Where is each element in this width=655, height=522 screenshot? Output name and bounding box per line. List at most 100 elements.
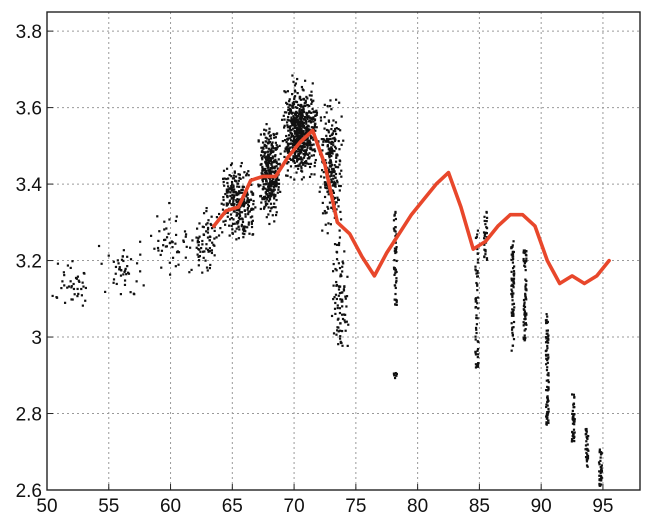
scatter-point bbox=[546, 340, 549, 343]
scatter-point bbox=[303, 145, 306, 148]
scatter-point bbox=[245, 195, 248, 198]
scatter-point bbox=[335, 156, 338, 159]
scatter-point bbox=[291, 102, 294, 105]
scatter-point bbox=[570, 438, 574, 441]
scatter-point bbox=[276, 191, 279, 194]
scatter-point bbox=[337, 243, 341, 247]
scatter-point bbox=[475, 323, 479, 326]
scatter-point bbox=[336, 304, 339, 307]
scatter-point bbox=[308, 128, 311, 131]
scatter-point bbox=[326, 190, 329, 193]
scatter-point bbox=[301, 135, 304, 138]
scatter-point bbox=[241, 220, 245, 224]
x-tick-label: 50 bbox=[36, 496, 57, 517]
scatter-point bbox=[393, 214, 396, 217]
scatter-point bbox=[573, 423, 576, 426]
scatter-point bbox=[300, 125, 303, 128]
scatter-point bbox=[512, 277, 516, 280]
scatter-point bbox=[301, 158, 304, 161]
scatter-point bbox=[525, 259, 528, 263]
scatter-point bbox=[257, 183, 260, 186]
scatter-point bbox=[237, 179, 240, 182]
scatter-point bbox=[395, 251, 398, 254]
scatter-point bbox=[303, 154, 306, 157]
scatter-point bbox=[544, 349, 547, 353]
scatter-point bbox=[307, 141, 310, 145]
scatter-point bbox=[335, 243, 339, 246]
scatter-point bbox=[288, 100, 291, 103]
scatter-point bbox=[305, 114, 308, 117]
scatter-point bbox=[268, 198, 272, 201]
scatter-point bbox=[222, 196, 225, 199]
scatter-point bbox=[245, 174, 248, 177]
scatter-point bbox=[271, 141, 274, 144]
scatter-point bbox=[205, 210, 208, 213]
scatter-point bbox=[293, 178, 296, 181]
scatter-point bbox=[309, 142, 312, 145]
scatter-point bbox=[339, 322, 342, 325]
scatter-point bbox=[287, 112, 291, 115]
scatter-point bbox=[259, 184, 262, 187]
scatter-point bbox=[245, 193, 248, 196]
scatter-point bbox=[261, 178, 264, 181]
scatter-point bbox=[281, 118, 284, 121]
scatter-point bbox=[271, 166, 274, 170]
scatter-point bbox=[206, 269, 209, 272]
scatter-point bbox=[395, 270, 398, 274]
scatter-point bbox=[585, 460, 589, 463]
scatter-point bbox=[268, 194, 271, 197]
scatter-point bbox=[202, 212, 206, 215]
scatter-point bbox=[213, 254, 216, 257]
scatter-point bbox=[250, 183, 253, 186]
scatter-point bbox=[268, 127, 271, 130]
scatter-point bbox=[572, 428, 576, 431]
scatter-point bbox=[339, 129, 342, 132]
scatter-point bbox=[474, 305, 478, 309]
scatter-point bbox=[104, 290, 107, 294]
scatter-point bbox=[290, 128, 293, 132]
scatter-point bbox=[265, 123, 268, 126]
scatter-point bbox=[334, 165, 337, 169]
scatter-point bbox=[524, 314, 527, 317]
scatter-point bbox=[598, 482, 601, 486]
scatter-point bbox=[246, 206, 250, 210]
scatter-point bbox=[269, 151, 273, 155]
scatter-point bbox=[295, 100, 299, 104]
scatter-point bbox=[230, 203, 234, 207]
scatter-point bbox=[226, 203, 230, 206]
scatter-point bbox=[266, 165, 269, 168]
scatter-point bbox=[545, 412, 549, 416]
scatter-point bbox=[269, 202, 273, 205]
scatter-point bbox=[333, 164, 336, 167]
scatter-point bbox=[264, 173, 267, 176]
scatter-point bbox=[336, 166, 340, 169]
scatter-point bbox=[273, 182, 276, 185]
x-tick-label: 75 bbox=[345, 496, 366, 517]
scatter-point bbox=[274, 155, 277, 158]
scatter-point bbox=[302, 107, 305, 110]
scatter-point bbox=[330, 143, 333, 146]
scatter-point bbox=[240, 203, 243, 206]
scatter-point bbox=[323, 181, 327, 184]
scatter-point bbox=[299, 162, 302, 165]
scatter-point bbox=[277, 178, 280, 181]
scatter-point bbox=[319, 175, 323, 178]
scatter-point bbox=[339, 341, 343, 345]
scatter-point bbox=[546, 400, 549, 403]
scatter-point bbox=[243, 200, 246, 203]
scatter-point bbox=[289, 142, 293, 145]
scatter-point bbox=[206, 231, 210, 234]
scatter-point bbox=[295, 155, 298, 158]
scatter-point bbox=[295, 164, 298, 168]
scatter-point bbox=[261, 158, 264, 161]
scatter-point bbox=[545, 388, 548, 392]
scatter-point bbox=[305, 148, 308, 152]
scatter-point bbox=[71, 298, 74, 301]
scatter-point bbox=[303, 149, 307, 152]
scatter-point bbox=[80, 294, 84, 297]
scatter-point bbox=[299, 116, 302, 119]
scatter-point bbox=[251, 219, 254, 222]
scatter-point bbox=[327, 170, 330, 173]
scatter-point bbox=[512, 286, 515, 289]
scatter-point bbox=[299, 156, 302, 159]
